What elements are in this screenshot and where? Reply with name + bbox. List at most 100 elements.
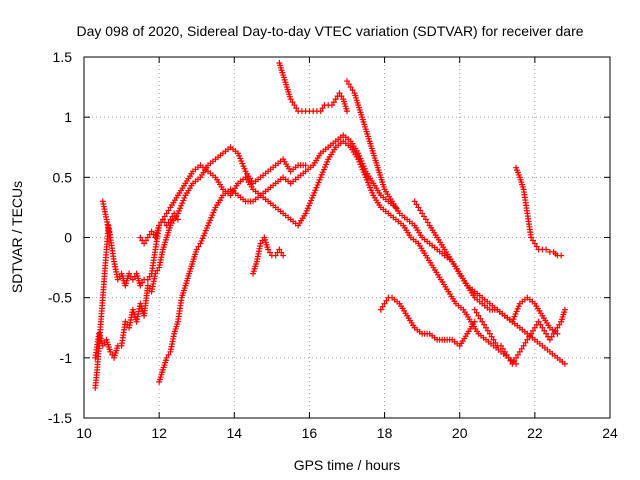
data-point [479, 318, 486, 325]
data-point [501, 348, 508, 355]
data-point [137, 234, 144, 241]
series-track-2 [99, 132, 399, 289]
y-tick-label: -1 [60, 350, 73, 366]
data-point [265, 246, 272, 253]
data-point [144, 276, 151, 283]
data-point [522, 339, 529, 346]
data-point [484, 327, 491, 334]
data-point [116, 273, 123, 280]
data-point [415, 204, 422, 211]
x-tick-label: 16 [302, 425, 318, 441]
data-point [345, 81, 352, 88]
y-tick-label: 1.5 [53, 49, 73, 65]
x-tick-label: 10 [76, 425, 92, 441]
data-point [144, 282, 151, 289]
data-point [475, 312, 482, 319]
data-point [561, 360, 568, 367]
data-point [163, 354, 170, 361]
data-point [142, 237, 149, 244]
data-point [287, 96, 294, 103]
data-point [381, 300, 388, 307]
data-point [539, 324, 546, 331]
data-point [344, 108, 350, 115]
data-point [122, 318, 129, 325]
data-point [280, 252, 287, 259]
data-point [379, 303, 386, 310]
data-point [524, 336, 531, 343]
data-point [107, 234, 114, 241]
data-point [392, 204, 399, 211]
data-point [526, 333, 533, 340]
data-point [148, 228, 155, 235]
series-track-12 [92, 222, 114, 391]
data-point [518, 345, 525, 352]
data-point [332, 96, 339, 103]
data-point [529, 327, 536, 334]
series-track-10 [411, 198, 561, 337]
data-point [488, 333, 495, 340]
data-point [114, 276, 121, 283]
data-point [291, 102, 298, 109]
data-point [543, 330, 550, 337]
data-point [330, 99, 337, 106]
data-point [558, 252, 565, 259]
data-point [552, 327, 559, 334]
y-tick-label: 1 [64, 109, 72, 125]
data-point [159, 216, 166, 223]
data-point [511, 357, 518, 364]
data-point [272, 252, 279, 259]
data-point [548, 333, 555, 340]
x-tick-label: 12 [151, 425, 167, 441]
data-point [531, 324, 538, 331]
data-point [141, 240, 148, 247]
data-point [344, 78, 350, 85]
data-point [533, 243, 540, 250]
data-point [338, 93, 345, 100]
data-point [165, 207, 172, 214]
data-point [554, 330, 561, 337]
data-points [92, 60, 568, 391]
data-point [543, 246, 550, 253]
data-point [383, 297, 390, 304]
y-tick-label: -1.5 [48, 410, 72, 426]
series-track-11 [137, 210, 181, 247]
data-point [173, 213, 180, 220]
data-point [101, 339, 108, 346]
data-point [499, 345, 506, 352]
data-point [473, 309, 480, 316]
data-point [516, 348, 523, 355]
data-point [492, 339, 499, 346]
data-point [144, 234, 151, 241]
data-point [514, 351, 521, 358]
data-point [509, 360, 516, 367]
x-axis-label: GPS time / hours [294, 457, 401, 473]
data-point [319, 105, 326, 112]
data-point [154, 267, 161, 274]
data-point [317, 108, 324, 115]
data-point [471, 306, 478, 313]
data-point [139, 279, 146, 286]
series-track-7 [377, 294, 478, 349]
data-point [505, 354, 512, 361]
y-axis-label: SDTVAR / TECUs [9, 181, 25, 293]
data-point [422, 216, 429, 223]
data-point [561, 306, 568, 313]
data-point [156, 222, 163, 229]
data-point [289, 99, 296, 106]
series-track-6 [250, 234, 287, 277]
chart-title: Day 098 of 2020, Sidereal Day-to-day VTE… [76, 23, 583, 39]
data-point [535, 318, 542, 325]
y-tick-label: 0.5 [53, 169, 73, 185]
data-point [424, 219, 431, 226]
data-point [193, 246, 200, 253]
x-tick-label: 24 [602, 425, 618, 441]
data-point [302, 162, 309, 169]
data-point [163, 210, 170, 217]
data-point [163, 222, 170, 229]
data-point [349, 87, 356, 94]
data-point [278, 249, 285, 256]
data-point [513, 354, 520, 361]
data-point [131, 273, 138, 280]
data-point [257, 240, 264, 247]
x-tick-label: 22 [527, 425, 543, 441]
